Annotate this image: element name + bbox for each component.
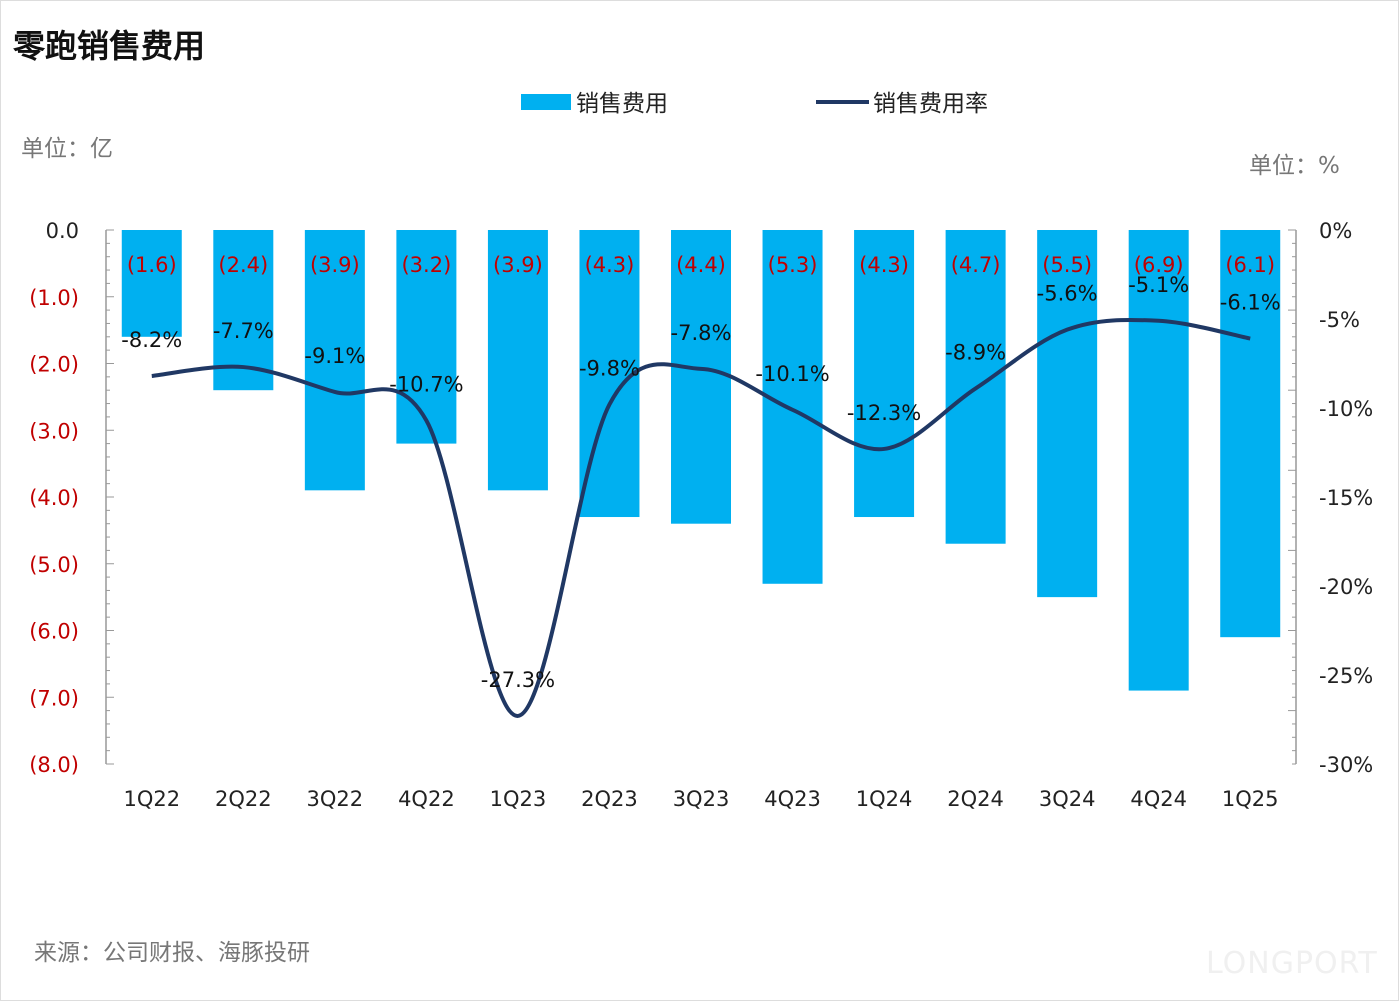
left-tick-label: 0.0 bbox=[46, 219, 79, 243]
bar-data-label: (6.1) bbox=[1225, 253, 1275, 277]
line-data-label: -5.6% bbox=[1037, 282, 1098, 306]
left-tick-label: (6.0) bbox=[29, 620, 79, 644]
line-data-label: -8.2% bbox=[121, 328, 182, 352]
right-unit-label: 单位：% bbox=[1249, 153, 1340, 179]
bar-data-label: (3.2) bbox=[401, 253, 451, 277]
line-data-label: -8.9% bbox=[945, 340, 1006, 364]
x-tick-label: 1Q22 bbox=[123, 787, 180, 811]
line-data-label: -7.8% bbox=[671, 321, 732, 345]
line-data-label: -7.7% bbox=[213, 319, 274, 343]
bar-1Q25 bbox=[1220, 230, 1281, 638]
left-tick-label: (8.0) bbox=[29, 753, 79, 777]
bar-data-label: (1.6) bbox=[127, 253, 177, 277]
bar-data-label: (6.9) bbox=[1134, 253, 1184, 277]
x-tick-label: 3Q22 bbox=[307, 787, 364, 811]
right-tick-label: -25% bbox=[1319, 664, 1373, 688]
left-tick-label: (2.0) bbox=[29, 353, 79, 377]
right-tick-label: 0% bbox=[1319, 219, 1352, 243]
x-tick-label: 2Q23 bbox=[581, 787, 638, 811]
bar-4Q23 bbox=[762, 230, 823, 584]
bar-data-label: (5.3) bbox=[768, 253, 818, 277]
left-unit-label: 单位：亿 bbox=[21, 136, 113, 162]
bar-3Q23 bbox=[671, 230, 731, 524]
right-tick-label: -30% bbox=[1319, 753, 1373, 777]
bar-1Q24 bbox=[854, 230, 915, 518]
x-tick-label: 1Q23 bbox=[490, 787, 547, 811]
bar-1Q22 bbox=[121, 230, 182, 337]
right-tick-label: -15% bbox=[1319, 486, 1373, 510]
bar-data-label: (4.3) bbox=[859, 253, 909, 277]
bar-data-label: (3.9) bbox=[310, 253, 360, 277]
x-tick-label: 2Q24 bbox=[947, 787, 1004, 811]
line-data-label: -10.7% bbox=[389, 372, 463, 396]
x-tick-label: 3Q24 bbox=[1039, 787, 1096, 811]
x-tick-label: 1Q24 bbox=[856, 787, 913, 811]
x-tick-label: 3Q23 bbox=[673, 787, 730, 811]
bar-3Q24 bbox=[1037, 230, 1098, 598]
line-data-label: -27.3% bbox=[481, 668, 555, 692]
left-tick-label: (4.0) bbox=[29, 486, 79, 510]
bar-data-label: (2.4) bbox=[218, 253, 268, 277]
line-data-label: -6.1% bbox=[1220, 291, 1281, 315]
rate-line bbox=[151, 317, 1251, 718]
line-data-label: -5.1% bbox=[1128, 273, 1189, 297]
legend-bar-swatch bbox=[521, 94, 571, 110]
bar-data-label: (5.5) bbox=[1042, 253, 1092, 277]
bar-3Q22 bbox=[304, 230, 365, 491]
line-data-label: -10.1% bbox=[755, 362, 829, 386]
source-note: 来源：公司财报、海豚投研 bbox=[34, 940, 310, 966]
right-tick-label: -20% bbox=[1319, 575, 1373, 599]
left-tick-label: (7.0) bbox=[29, 686, 79, 710]
line-data-label: -9.1% bbox=[304, 344, 365, 368]
left-tick-label: (3.0) bbox=[29, 419, 79, 443]
x-tick-label: 4Q24 bbox=[1130, 787, 1187, 811]
bar-data-label: (4.3) bbox=[585, 253, 635, 277]
bar-data-label: (4.7) bbox=[951, 253, 1001, 277]
chart-title: 零跑销售费用 bbox=[13, 27, 206, 65]
x-tick-label: 4Q22 bbox=[398, 787, 455, 811]
x-tick-label: 4Q23 bbox=[764, 787, 821, 811]
x-tick-label: 2Q22 bbox=[215, 787, 272, 811]
bar-data-label: (4.4) bbox=[676, 253, 726, 277]
line-data-label: -9.8% bbox=[579, 356, 640, 380]
line-data-label: -12.3% bbox=[847, 401, 921, 425]
legend-bar-label: 销售费用 bbox=[576, 91, 668, 117]
bar-4Q22 bbox=[396, 230, 457, 444]
bar-data-label: (3.9) bbox=[493, 253, 543, 277]
longport-logo: LONGPORT bbox=[1206, 946, 1378, 981]
x-tick-label: 1Q25 bbox=[1222, 787, 1279, 811]
left-tick-label: (1.0) bbox=[29, 286, 79, 310]
bar-2Q22 bbox=[213, 230, 274, 391]
bar-1Q23 bbox=[487, 230, 548, 491]
bar-4Q24 bbox=[1128, 230, 1189, 691]
legend-line-label: 销售费用率 bbox=[873, 91, 988, 117]
left-tick-label: (5.0) bbox=[29, 553, 79, 577]
right-tick-label: -5% bbox=[1319, 308, 1360, 332]
right-tick-label: -10% bbox=[1319, 397, 1373, 421]
